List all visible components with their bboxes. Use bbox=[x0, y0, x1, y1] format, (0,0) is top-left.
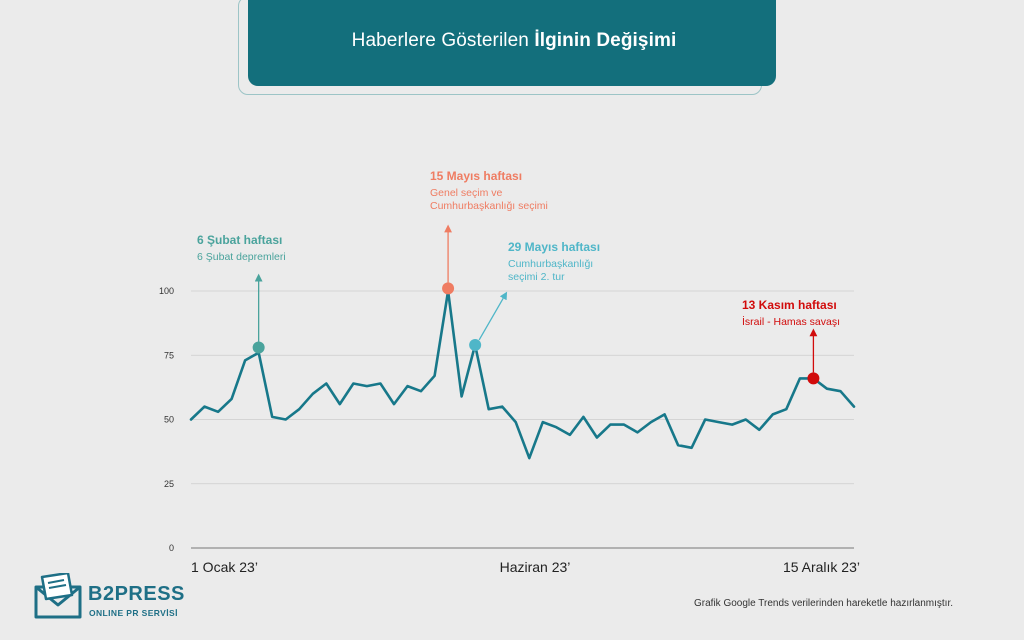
annotation-title-nov: 13 Kasım haftası bbox=[742, 298, 837, 312]
annotation-detail-may15-0: Genel seçim ve bbox=[430, 187, 503, 199]
chart-title: Haberlere Gösterilen İlginin Değişimi bbox=[248, 30, 780, 52]
title-banner bbox=[248, 0, 776, 86]
trend-line bbox=[189, 289, 856, 460]
envelope-logo-icon bbox=[34, 573, 82, 619]
logo-tagline: ONLINE PR SERVİSİ bbox=[89, 608, 178, 618]
annotation-detail-nov-0: İsrail - Hamas savaşı bbox=[742, 315, 840, 328]
x-tick-label-start: 1 Ocak 23’ bbox=[191, 559, 258, 575]
annotation-point-may29 bbox=[469, 338, 482, 351]
annotation-title-feb: 6 Şubat haftası bbox=[197, 233, 282, 247]
x-tick-label-mid: Haziran 23’ bbox=[500, 559, 571, 575]
y-tick-label-100: 100 bbox=[159, 286, 174, 296]
logo-wordmark: B2PRESS bbox=[88, 583, 185, 605]
x-tick-label-end: 15 Aralık 23’ bbox=[783, 559, 860, 575]
annotation-point-nov bbox=[807, 372, 820, 385]
annotation-arrow-may29 bbox=[478, 291, 508, 341]
annotation-detail-may15-1: Cumhurbaşkanlığı seçimi bbox=[430, 200, 548, 212]
chart-title-bold: İlginin Değişimi bbox=[534, 30, 677, 51]
annotation-detail-may29-1: seçimi 2. tur bbox=[508, 271, 565, 283]
y-tick-label-75: 75 bbox=[164, 350, 174, 360]
y-tick-label-50: 50 bbox=[164, 415, 174, 425]
annotation-point-may15 bbox=[442, 282, 455, 295]
chart-title-regular: Haberlere Gösterilen bbox=[351, 30, 529, 51]
annotation-detail-may29-0: Cumhurbaşkanlığı bbox=[508, 258, 593, 270]
annotation-title-may15: 15 Mayıs haftası bbox=[430, 169, 522, 183]
y-tick-label-25: 25 bbox=[164, 479, 174, 489]
annotation-point-feb bbox=[252, 341, 265, 354]
y-tick-label-0: 0 bbox=[169, 543, 174, 553]
source-footnote: Grafik Google Trends verilerinden hareke… bbox=[694, 598, 954, 609]
annotation-title-may29: 29 Mayıs haftası bbox=[508, 240, 600, 254]
annotation-detail-feb-0: 6 Şubat depremleri bbox=[197, 251, 286, 263]
